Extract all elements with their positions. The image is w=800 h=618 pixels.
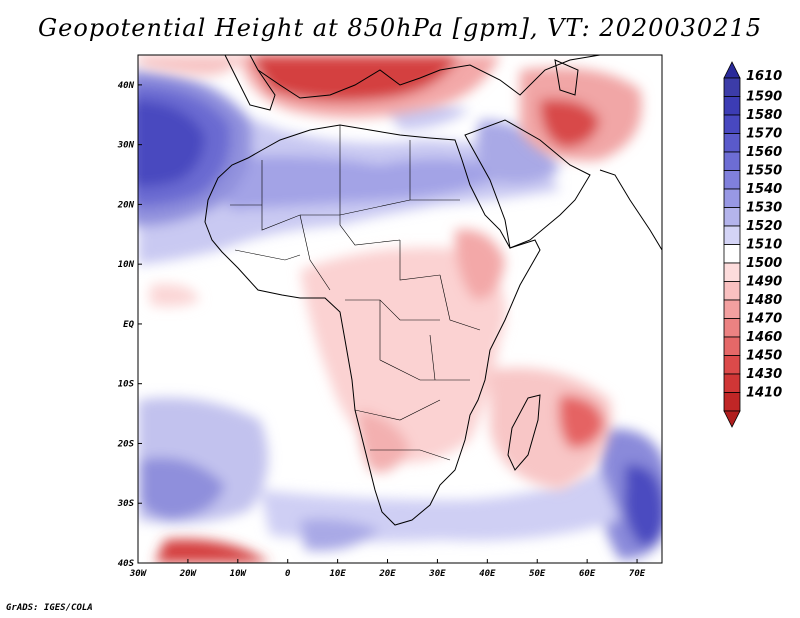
lat-tick-label: 40S (118, 559, 135, 569)
colorbar-label: 1540 (746, 182, 782, 197)
high-pressure-shading (138, 70, 662, 560)
colorbar-swatch (723, 318, 741, 338)
lat-tick-label: 10N (118, 260, 135, 270)
colorbar-label: 1510 (746, 238, 782, 253)
africa-coastline (204, 124, 541, 526)
arabia-coastline (464, 119, 591, 249)
mascarene-low (558, 395, 605, 449)
mediterranean-low-core (250, 55, 460, 102)
colorbar-label: 1550 (746, 164, 782, 179)
lat-tick-label: 20S (117, 439, 135, 449)
colorbar-label: 1500 (746, 256, 782, 271)
plot-frame (137, 54, 663, 564)
madagascar-coastline (507, 394, 541, 471)
lon-tick-label: 20E (378, 569, 396, 579)
colorbar-label: 1470 (746, 312, 782, 327)
colorbar-swatch (723, 207, 741, 227)
colorbar-swatch (723, 373, 741, 393)
country-borders (230, 125, 481, 461)
colorbar-swatch (723, 281, 741, 301)
east-africa-low (455, 229, 505, 300)
colorbar-bottom-arrow (723, 410, 741, 428)
west-africa-low (150, 284, 200, 307)
colorbar-label: 1590 (746, 90, 782, 105)
lon-tick-label: 10W (230, 569, 248, 579)
colorbar-swatch (723, 262, 741, 282)
colorbar-label: 1430 (746, 367, 782, 382)
southern-africa-low (358, 410, 410, 473)
colorbar-swatch (723, 151, 741, 171)
europe-coastline (249, 55, 601, 99)
axis-ticks: 30W 20W 10W 0 10E 20E 30E 40E 50E 60E 70E 40N 30N 20N… (117, 81, 646, 579)
colorbar-label: 1480 (746, 293, 782, 308)
colorbar-label: 1610 (746, 69, 782, 84)
low-pressure-shading (138, 55, 642, 563)
colorbar-top-arrow (723, 61, 741, 79)
lon-tick-label: 60E (579, 569, 596, 579)
coastlines (204, 55, 662, 526)
lon-tick-label: 70E (629, 569, 646, 579)
colorbar-label: 1460 (746, 330, 782, 345)
lat-tick-label: 10S (118, 380, 135, 390)
colorbar-swatch (723, 299, 741, 319)
lon-tick-label: 40E (479, 569, 496, 579)
height-field (138, 55, 662, 563)
lat-tick-label: 30N (117, 141, 135, 151)
india-coastline (599, 169, 662, 251)
colorbar-label: 1530 (746, 201, 782, 216)
sahara-high-core (210, 156, 520, 210)
lon-tick-label: 30E (428, 569, 446, 579)
lat-tick-label: EQ (123, 320, 134, 330)
lat-tick-label: 30S (117, 499, 135, 509)
iran-low-core (540, 99, 600, 148)
colorbar-swatch (723, 225, 741, 245)
colorbar-swatch (723, 336, 741, 356)
europe-low (138, 55, 245, 76)
caspian-coastline (554, 59, 579, 96)
atlantic-high-core (138, 100, 205, 187)
colorbar-swatch (723, 392, 741, 412)
colorbar-swatch (723, 244, 741, 264)
lon-tick-label: 50E (529, 569, 546, 579)
colorbar-swatch (723, 114, 741, 134)
arabia-high (476, 120, 560, 184)
colorbar-label: 1560 (746, 145, 782, 160)
south-atlantic-high-core (140, 457, 225, 520)
lat-tick-label: 40N (118, 81, 135, 91)
african-continent-low (300, 247, 506, 463)
colorbar-swatch (723, 355, 741, 375)
colorbar-label: 1570 (746, 127, 782, 142)
colorbar-label: 1410 (746, 386, 782, 401)
colorbar-label: 1450 (746, 349, 782, 364)
south-atlantic-low (155, 539, 270, 563)
colorbar: 1610 1590 1580 1570 1560 1550 1540 1530 1520 1510… (723, 61, 782, 428)
colorbar-swatch (723, 188, 741, 208)
lon-tick-label: 10E (329, 569, 346, 579)
southern-band-patch (300, 518, 380, 551)
colorbar-label: 1490 (746, 275, 782, 290)
lon-tick-label: 30W (129, 569, 148, 579)
lat-tick-label: 20N (117, 200, 135, 210)
lon-tick-label: 20W (179, 569, 198, 579)
colorbar-label: 1580 (746, 108, 782, 123)
indian-ocean-high-core (624, 464, 662, 546)
colorbar-swatch (723, 96, 741, 116)
colorbar-label: 1520 (746, 219, 782, 234)
colorbar-swatch (723, 77, 741, 97)
lon-tick-label: 0 (285, 569, 291, 579)
colorbar-swatch (723, 133, 741, 153)
colorbar-swatch (723, 170, 741, 190)
grads-credit: GrADS: IGES/COLA (6, 603, 93, 613)
iberia-coastline (224, 55, 276, 111)
map-title: Geopotential Height at 850hPa [gpm], VT:… (38, 14, 762, 42)
